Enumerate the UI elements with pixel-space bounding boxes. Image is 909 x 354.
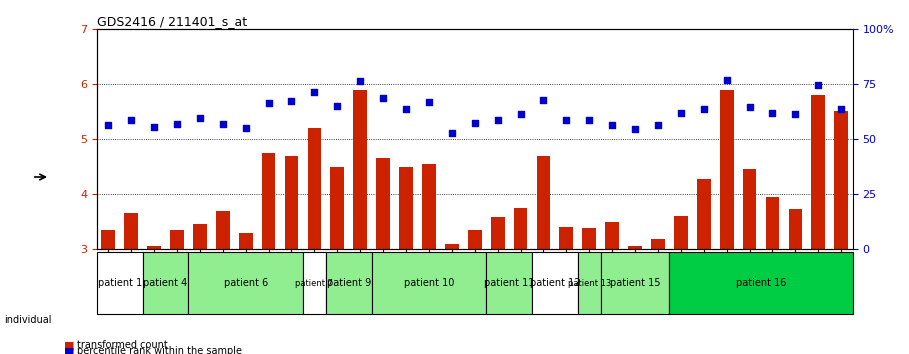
Bar	[834, 110, 848, 354]
Text: ■: ■	[64, 346, 75, 354]
Text: patient 15: patient 15	[610, 278, 660, 289]
Bar	[239, 233, 253, 354]
Point	[788, 112, 803, 117]
Point	[330, 103, 345, 109]
Bar	[720, 90, 734, 354]
Bar	[788, 210, 803, 354]
Point	[285, 98, 299, 103]
Bar	[399, 167, 413, 354]
Point	[696, 106, 711, 112]
Text: percentile rank within the sample: percentile rank within the sample	[77, 346, 243, 354]
Point	[628, 126, 643, 132]
Bar	[491, 217, 504, 354]
Bar	[765, 197, 779, 354]
Text: patient 6: patient 6	[224, 278, 268, 289]
FancyBboxPatch shape	[532, 252, 578, 314]
FancyBboxPatch shape	[669, 252, 853, 314]
Bar	[376, 158, 390, 354]
Point	[536, 97, 551, 102]
Bar	[674, 216, 688, 354]
Point	[582, 117, 596, 123]
FancyBboxPatch shape	[325, 252, 372, 314]
Bar	[331, 167, 345, 354]
Text: patient 13: patient 13	[567, 279, 611, 288]
Bar	[125, 213, 138, 354]
Bar	[697, 179, 711, 354]
Point	[353, 79, 367, 84]
FancyBboxPatch shape	[97, 252, 143, 314]
Bar	[422, 164, 435, 354]
Bar	[307, 128, 321, 354]
Bar	[628, 246, 642, 354]
Bar	[468, 230, 482, 354]
Bar	[536, 156, 550, 354]
Bar	[262, 153, 275, 354]
FancyBboxPatch shape	[601, 252, 669, 314]
Bar	[605, 222, 619, 354]
Bar	[285, 156, 298, 354]
Point	[261, 101, 275, 106]
Text: patient 12: patient 12	[530, 278, 580, 289]
Bar	[743, 169, 756, 354]
Bar	[651, 239, 664, 354]
Bar	[193, 224, 206, 354]
Bar	[583, 228, 596, 354]
Point	[674, 110, 688, 115]
Text: ■: ■	[64, 340, 75, 350]
Bar	[559, 227, 574, 354]
Text: patient 11: patient 11	[484, 278, 534, 289]
Point	[375, 95, 390, 101]
Text: individual: individual	[5, 315, 52, 325]
Bar	[812, 95, 825, 354]
Text: patient 7: patient 7	[295, 279, 334, 288]
Point	[101, 122, 115, 128]
Bar	[102, 230, 115, 354]
Text: patient 16: patient 16	[736, 278, 786, 289]
Point	[743, 104, 757, 110]
FancyBboxPatch shape	[143, 252, 188, 314]
Point	[445, 130, 459, 135]
Point	[422, 99, 436, 104]
Point	[467, 120, 482, 125]
Point	[514, 112, 528, 117]
Point	[124, 117, 138, 123]
Point	[604, 122, 619, 128]
Text: patient 10: patient 10	[404, 278, 454, 289]
Text: patient 9: patient 9	[326, 278, 371, 289]
Bar	[170, 230, 184, 354]
Bar	[147, 246, 161, 354]
Point	[559, 117, 574, 123]
Bar	[445, 244, 459, 354]
Point	[238, 125, 253, 131]
Point	[490, 117, 504, 123]
Bar	[514, 208, 527, 354]
Point	[193, 115, 207, 121]
Point	[170, 121, 185, 126]
FancyBboxPatch shape	[372, 252, 486, 314]
Point	[765, 110, 780, 115]
Text: GDS2416 / 211401_s_at: GDS2416 / 211401_s_at	[97, 15, 247, 28]
Bar	[354, 90, 367, 354]
Point	[811, 82, 825, 88]
Bar	[216, 211, 230, 354]
FancyBboxPatch shape	[578, 252, 601, 314]
FancyBboxPatch shape	[188, 252, 303, 314]
Point	[146, 124, 161, 130]
Text: patient 4: patient 4	[144, 278, 187, 289]
Point	[834, 106, 848, 112]
Text: transformed count: transformed count	[77, 340, 168, 350]
Point	[399, 106, 414, 112]
Point	[651, 122, 665, 128]
Point	[307, 90, 322, 95]
Point	[719, 77, 734, 82]
Point	[215, 121, 230, 126]
FancyBboxPatch shape	[486, 252, 532, 314]
FancyBboxPatch shape	[303, 252, 325, 314]
Text: patient 1: patient 1	[97, 278, 142, 289]
